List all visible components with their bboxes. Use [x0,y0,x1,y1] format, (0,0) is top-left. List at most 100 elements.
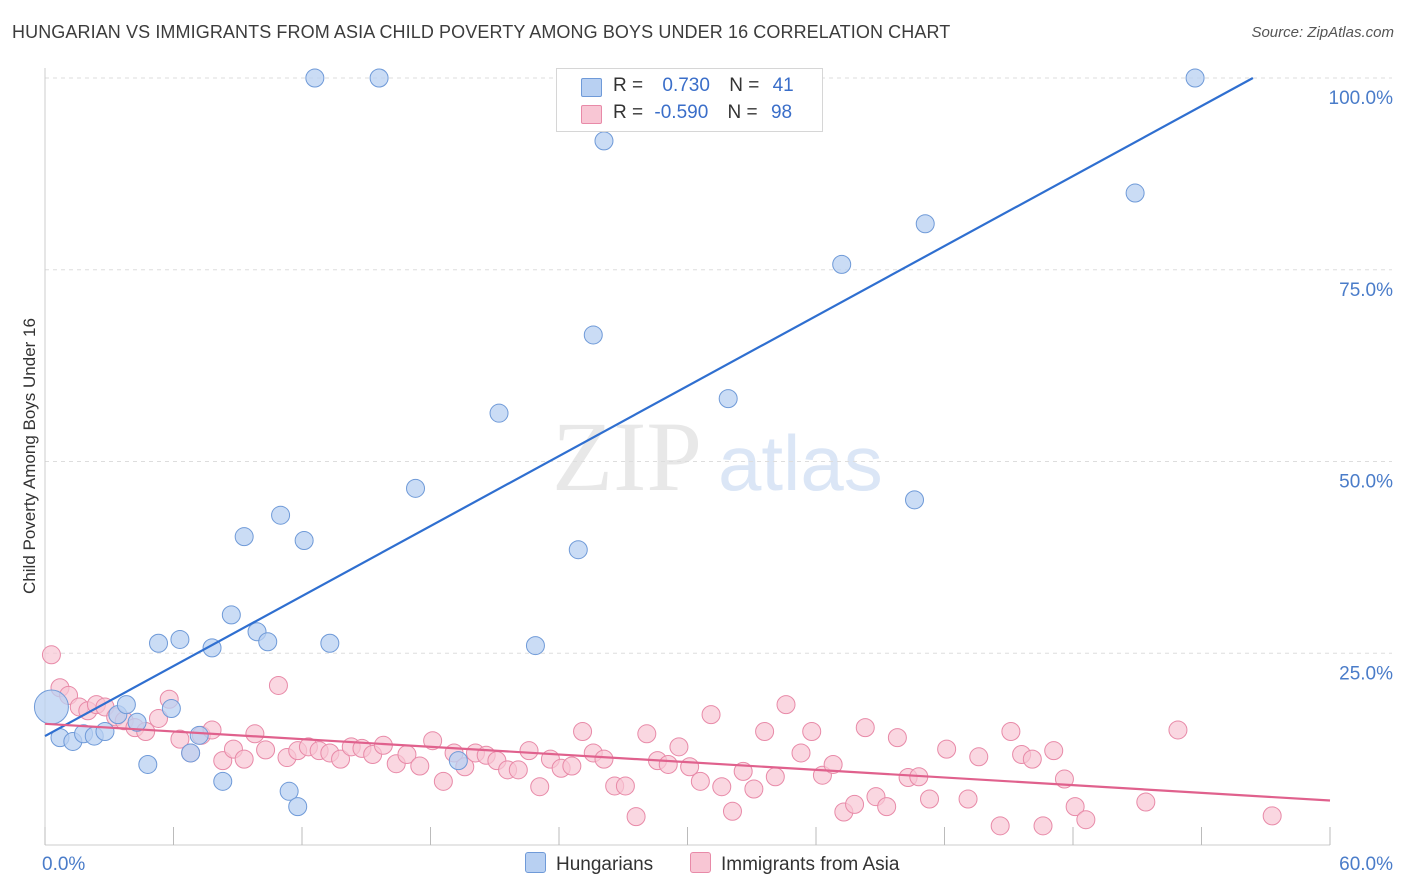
correlation-legend: R = 0.730 N = 41 R = -0.590 N = 98 [556,68,823,132]
legend-r-value: -0.590 [654,102,709,123]
asia-point [744,779,764,799]
hungarian-point [583,325,603,345]
hungarian-point [320,633,340,653]
asia-point [626,807,646,827]
asia-point [256,740,276,760]
asia-point [573,721,593,741]
hungarian-point [116,695,136,715]
asia-point [637,724,657,744]
asia-point [877,797,897,817]
asia-point [776,695,796,715]
watermark-atlas: atlas [718,419,883,507]
hungarian-point [138,754,158,774]
asia-point [920,789,940,809]
legend-n-value: 41 [772,75,794,96]
legend-r-value: 0.730 [662,75,710,96]
asia-point [149,708,169,728]
hungarian-point [170,629,190,649]
hungarian-point [369,68,389,88]
asia-point [245,724,265,744]
asia-point [937,739,957,759]
asia-point [791,743,811,763]
bottom-legend-hungarians: Hungarians [525,852,653,876]
legend-n-label: N = [729,75,760,96]
asia-point [1065,797,1085,817]
asia-point [594,749,614,769]
hungarian-point [95,721,115,741]
legend-swatch-asia [581,105,602,124]
asia-point [519,741,539,761]
hungarian-point [33,689,69,725]
hungarian-point [1185,68,1205,88]
asia-point [658,754,678,774]
hungarian-point [234,527,254,547]
asia-point [615,776,635,796]
y-tick-label: 50.0% [1339,472,1393,493]
asia-point [969,747,989,767]
asia-point [41,645,61,665]
asia-point [562,756,582,776]
asia-point [887,728,907,748]
asia-point [1022,749,1042,769]
asia-point [410,756,430,776]
asia-point [958,789,978,809]
asia-point [1033,816,1053,836]
hungarian-point [258,632,278,652]
asia-point [1262,806,1282,826]
asia-point [234,749,254,769]
watermark-zip: ZIP [552,401,702,512]
y-tick-label: 100.0% [1329,88,1394,109]
hungarian-points [33,68,1205,817]
asia-point [331,749,351,769]
hungarian-point [181,743,201,763]
bottom-legend-swatch-asia [690,852,711,873]
asia-point [690,771,710,791]
asia-point [530,777,550,797]
y-tick-label: 75.0% [1339,280,1393,301]
grid-layer [45,77,1392,654]
asia-point [268,675,288,695]
asia-point [508,760,528,780]
asia-point [701,705,721,725]
legend-n-value: 98 [770,102,793,123]
asia-point [1076,810,1096,830]
asia-trend-line [44,722,1331,802]
x-tick-label: 0.0% [42,854,85,875]
asia-point [845,794,865,814]
bottom-legend-label: Hungarians [556,854,654,875]
hungarian-point [1125,183,1145,203]
hungarian-point [525,636,545,656]
hungarian-point [305,68,325,88]
legend-n-label: N = [727,102,758,123]
x-tick-label: 60.0% [1339,854,1393,875]
asia-point [712,777,732,797]
hungarian-point [489,403,509,423]
asia-point [1168,720,1188,740]
hungarian-point [594,131,614,151]
asia-point [1001,721,1021,741]
asia-point [170,729,190,749]
bottom-legend-asia: Immigrants from Asia [690,852,899,876]
tick-labels: 25.0% 50.0% 75.0% 100.0% 0.0% 60.0% [42,88,1393,875]
hungarian-point [279,781,299,801]
asia-point [669,737,689,757]
hungarian-point [905,490,925,510]
asia-point [990,816,1010,836]
hungarian-point [568,540,588,560]
legend-r-label: R = [613,102,644,123]
asia-point [423,731,443,751]
chart-title: HUNGARIAN VS IMMIGRANTS FROM ASIA CHILD … [12,22,951,42]
bottom-legend-swatch-hungarians [525,852,546,873]
hungarian-point [288,797,308,817]
hungarian-point [271,505,291,525]
asia-point [823,754,843,774]
asia-point [1136,792,1156,812]
legend-r-label: R = [613,75,644,96]
hungarian-point [915,214,935,234]
asia-point [733,761,753,781]
hungarian-point [149,633,169,653]
hungarian-point [448,751,468,771]
y-tick-label: 25.0% [1339,663,1393,684]
hungarian-point [406,478,426,498]
